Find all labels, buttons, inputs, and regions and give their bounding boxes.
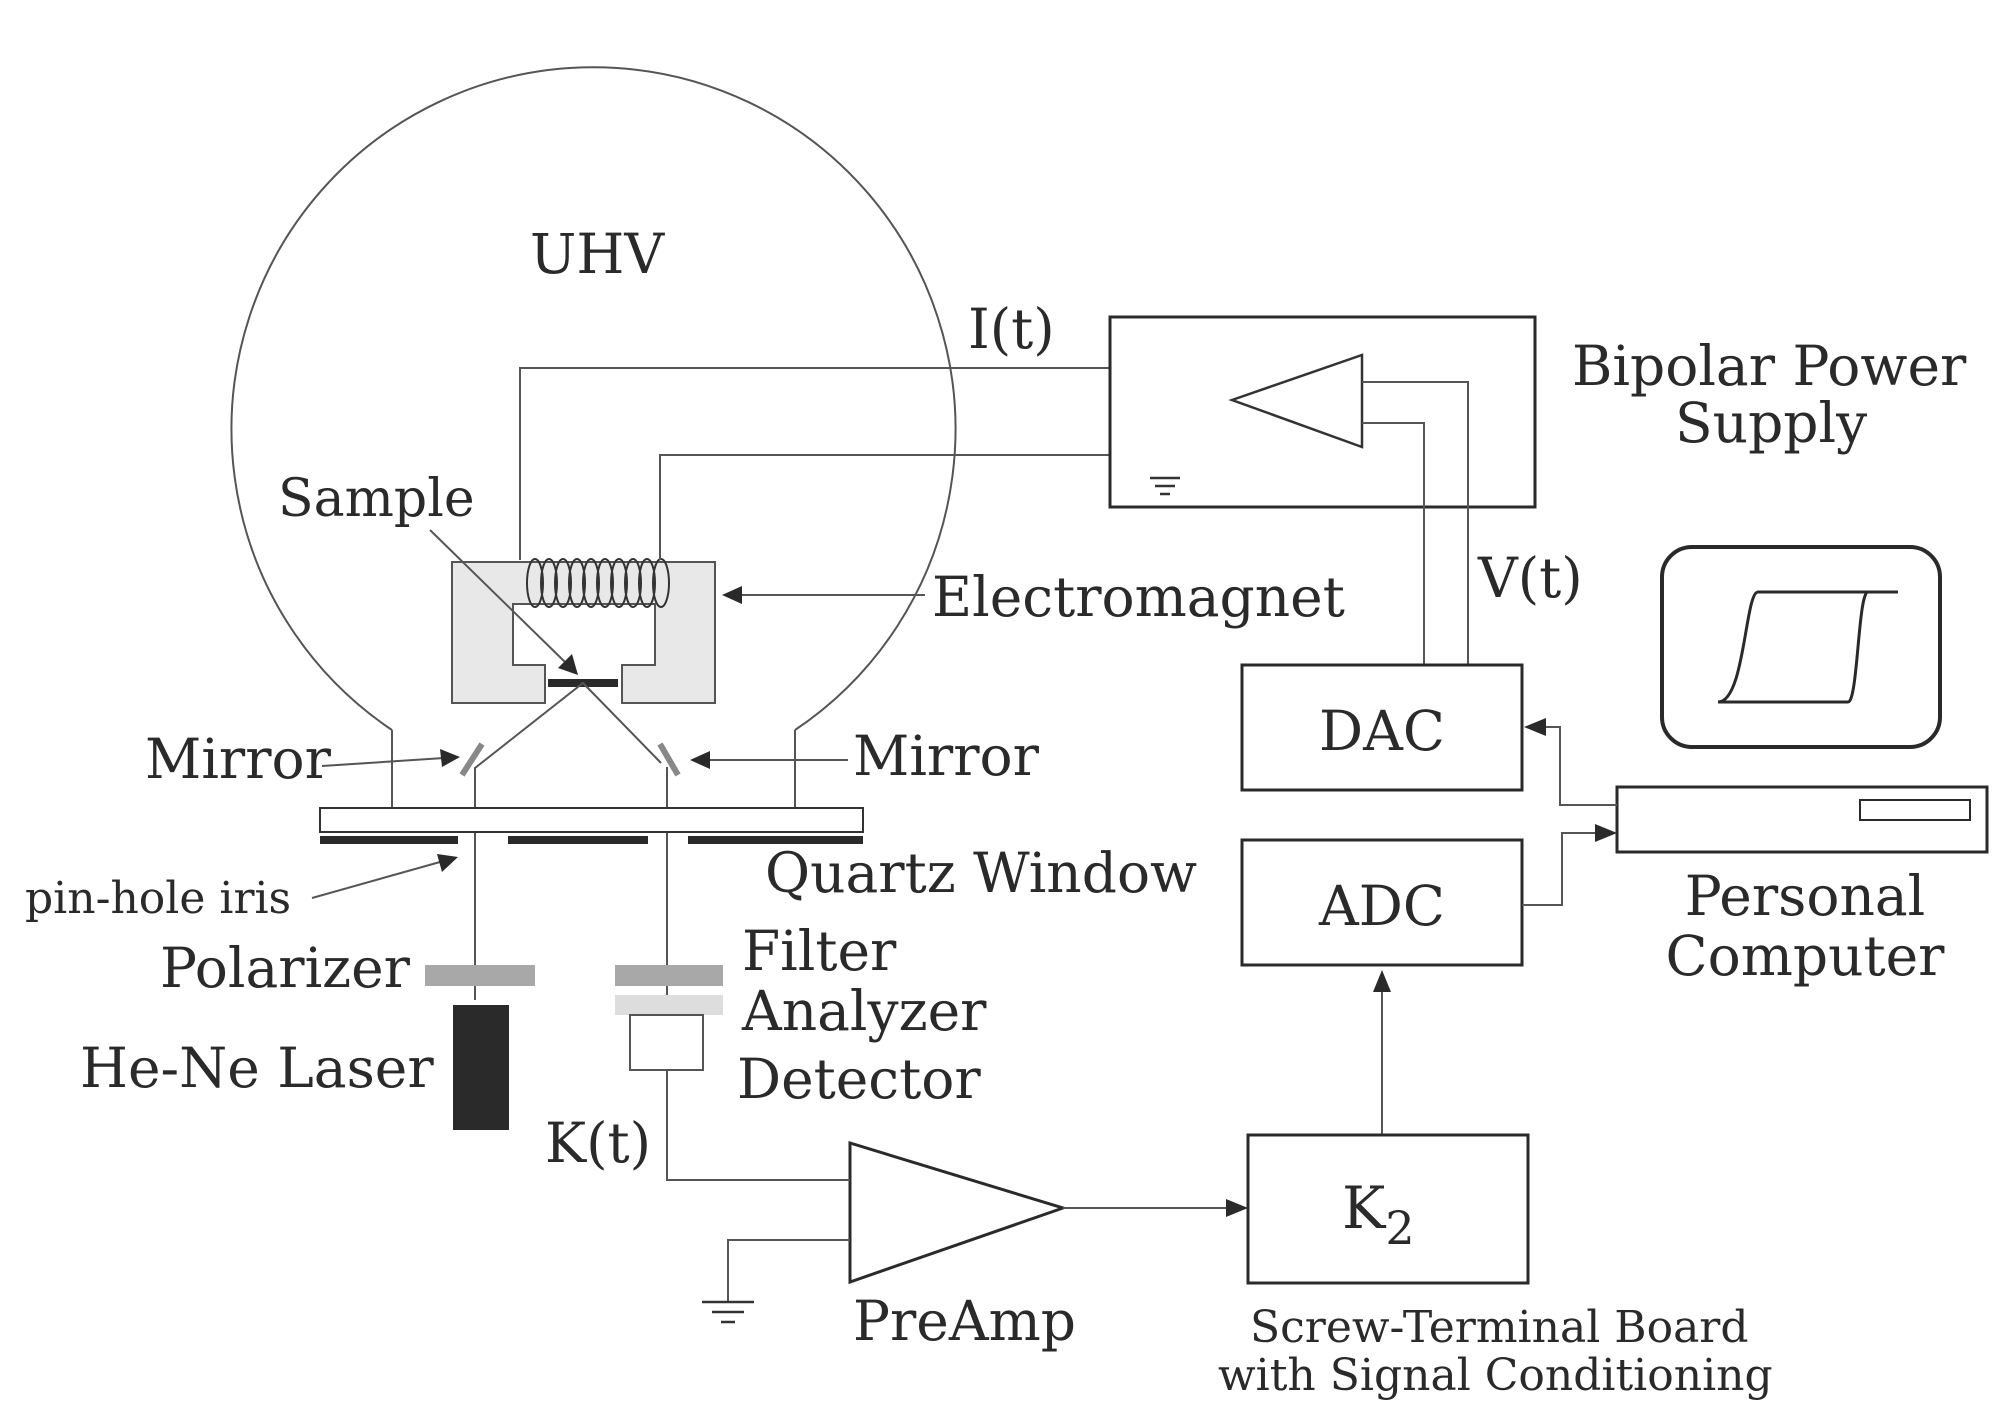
- mirror-left-arrow: [440, 749, 460, 767]
- kerr-signal-label: K(t): [545, 1111, 651, 1175]
- mirror-left-label: Mirror: [145, 727, 332, 791]
- analyzer: [615, 995, 723, 1015]
- quartz-window: [319, 807, 864, 833]
- pc-input-arrow: [1595, 824, 1617, 842]
- board-label-line1: Screw-Terminal Board: [1250, 1302, 1749, 1353]
- mirror-left: [459, 742, 485, 777]
- laser-label: He-Ne Laser: [80, 1036, 434, 1100]
- monitor: [1660, 545, 1942, 749]
- dac-input-arrow: [1524, 718, 1546, 736]
- mirror-right-arrow: [690, 751, 710, 769]
- pinhole-iris-arrow: [437, 854, 458, 872]
- filter: [615, 965, 723, 986]
- pinhole-iris-segment-middle: [508, 836, 648, 844]
- preamp-label: PreAmp: [853, 1289, 1076, 1353]
- pinhole-iris-segment-left: [320, 836, 458, 844]
- current-label: I(t): [968, 297, 1055, 361]
- ground-symbol-icon: [1150, 476, 1180, 496]
- polarizer: [425, 965, 535, 986]
- voltage-label: V(t): [1477, 546, 1583, 610]
- k2-box: [1246, 1133, 1530, 1285]
- dac-box: [1240, 663, 1524, 792]
- laser: [453, 1005, 509, 1130]
- preamp-triangle-icon: [848, 1140, 1068, 1285]
- polarizer-label: Polarizer: [160, 936, 411, 1000]
- analyzer-label: Analyzer: [741, 979, 987, 1043]
- disk-drive-slot: [1859, 799, 1971, 821]
- amplifier-triangle-icon: [1228, 353, 1364, 449]
- electromagnet-label: Electromagnet: [932, 565, 1345, 629]
- pc-label-line2: Computer: [1666, 924, 1946, 988]
- k2-label-main: K: [1342, 1174, 1387, 1242]
- ground-symbol-icon: [702, 1300, 754, 1324]
- quartz-window-label: Quartz Window: [765, 841, 1197, 905]
- adc-input-arrow: [1373, 970, 1391, 992]
- sample-arrow: [558, 654, 578, 675]
- mirror-right-label: Mirror: [853, 724, 1040, 788]
- detector-label: Detector: [737, 1047, 981, 1111]
- bipolar-power-label-line2: Supply: [1675, 391, 1867, 455]
- dac-label: DAC: [1319, 699, 1445, 763]
- hysteresis-loop-icon: [1717, 590, 1898, 704]
- adc-box: [1240, 838, 1524, 967]
- sample-label: Sample: [278, 469, 475, 529]
- bipolar-power-label-line1: Bipolar Power: [1572, 334, 1967, 398]
- pc-label-line1: Personal: [1685, 864, 1926, 928]
- mirror-right: [657, 742, 681, 777]
- k2-input-arrow: [1226, 1199, 1248, 1217]
- uhv-chamber-icon: [230, 66, 957, 808]
- k2-label-sub: 2: [1385, 1201, 1414, 1255]
- uhv-label: UHV: [530, 222, 665, 286]
- pinhole-iris-segment-right: [688, 836, 863, 844]
- detector: [629, 1014, 704, 1071]
- adc-label: ADC: [1318, 874, 1445, 938]
- board-label-line2: with Signal Conditioning: [1218, 1350, 1773, 1401]
- filter-label: Filter: [742, 919, 897, 983]
- electromagnet-arrow: [722, 586, 742, 604]
- pinhole-iris-label: pin-hole iris: [25, 873, 291, 924]
- electromagnet: [451, 561, 716, 704]
- k2-label: K2: [1342, 1174, 1415, 1255]
- electromagnet-coil-icon: [526, 558, 670, 608]
